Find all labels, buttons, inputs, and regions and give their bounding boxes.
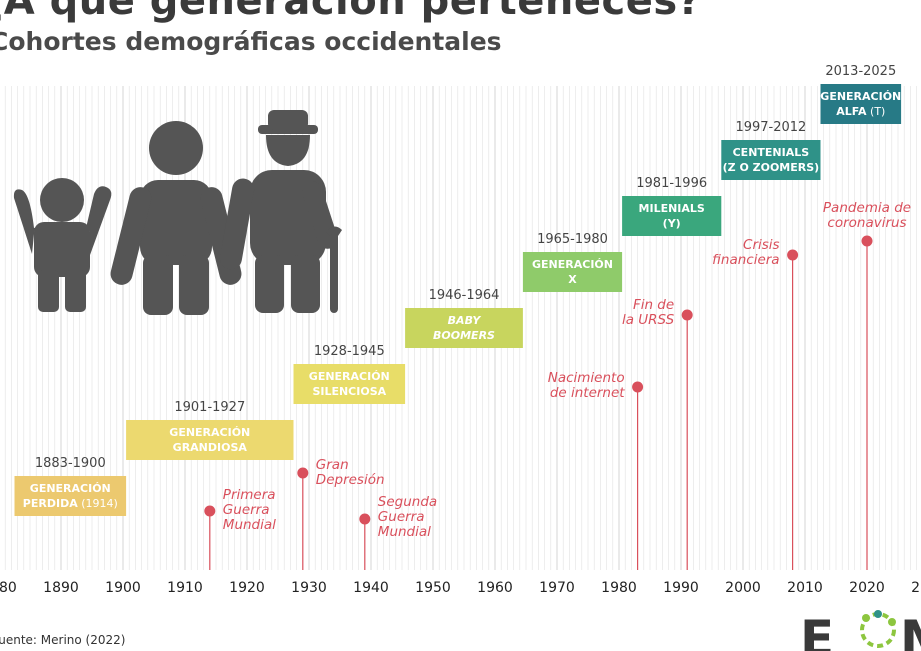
generation-name-label: (Y) (663, 217, 681, 230)
event-label: Crisis (743, 237, 780, 253)
logo-letter-e: E (800, 610, 834, 651)
event-dot (632, 381, 644, 393)
generation-box (522, 252, 623, 292)
x-tick-label: 2030 (911, 580, 921, 596)
generation-range-label: 1965-1980 (537, 232, 608, 247)
generation-box (14, 476, 127, 516)
x-tick-label: 1960 (477, 580, 513, 596)
generation-name-label: GENERACIÓN (309, 370, 390, 383)
event-dot (681, 309, 693, 321)
x-tick-label: 1890 (43, 580, 79, 596)
event-label: Depresión (316, 472, 385, 488)
elderly-man-icon (219, 110, 342, 313)
historical-events: PrimeraGuerraMundialGranDepresiónSegunda… (204, 200, 911, 570)
event-label: Nacimiento (548, 370, 625, 386)
generation-name-label: X (568, 273, 577, 286)
event-label: financiera (712, 252, 779, 268)
event-label: Guerra (223, 502, 270, 518)
generation-box (405, 308, 523, 348)
x-axis: 1880 1890 1900 1910 1920 1930 1940 1950 1960 1970… (0, 580, 921, 596)
event-label: Segunda (378, 494, 437, 510)
x-tick-label: 1900 (105, 580, 141, 596)
generation-name-label: SILENCIOSA (312, 385, 386, 398)
x-tick-label: 1990 (663, 580, 699, 596)
generation-box (293, 364, 406, 404)
generation-suffix: (T) (867, 105, 886, 118)
x-tick-label: 2000 (725, 580, 761, 596)
generation-name-label: ALFA (T) (836, 105, 885, 118)
generation-range-label: 1928-1945 (314, 344, 385, 359)
x-tick-label: 1880 (0, 580, 17, 596)
event-label: Primera (223, 487, 276, 503)
generation-box (126, 420, 294, 460)
page-title: ¿A qué generación perteneces? (0, 0, 702, 24)
generation-name-label: PERDIDA (1914) (23, 497, 118, 510)
event-label: Pandemia de (823, 200, 911, 216)
event-dot (204, 505, 216, 517)
x-tick-label: 1930 (291, 580, 327, 596)
page-subtitle: Cohortes demográficas occidentales (0, 27, 502, 56)
generation-name-label: MILENIALS (639, 202, 705, 215)
generation-name-label: GENERACIÓN (820, 90, 901, 103)
generation-box (622, 196, 722, 236)
generation-name-label: GENERACIÓN (532, 258, 613, 271)
x-tick-label: 1940 (353, 580, 389, 596)
event-label: coronavirus (827, 215, 906, 231)
generation-boxes: 1883-1900 GENERACIÓN PERDIDA (1914) 1901-19… (14, 64, 902, 516)
generation-range-label: 1946-1964 (429, 288, 500, 303)
adult-icon (110, 121, 242, 315)
generation-range-label: 2013-2025 (825, 64, 896, 79)
generation-name-label: CENTENIALS (733, 146, 810, 159)
x-tick-label: 1920 (229, 580, 265, 596)
generation-name-label: GENERACIÓN (169, 426, 250, 439)
generation-box (820, 84, 902, 124)
generation-range-label: 1981-1996 (636, 176, 707, 191)
event-dot (787, 249, 799, 261)
generation-box (721, 140, 821, 180)
x-tick-label: 1910 (167, 580, 203, 596)
generation-range-label: 1901-1927 (174, 400, 245, 415)
event-label: Mundial (223, 517, 276, 533)
event-label: Gran (316, 457, 349, 473)
event-label: Mundial (378, 524, 431, 540)
event-label: la URSS (622, 312, 675, 328)
generation-name-label: BABY (448, 314, 482, 327)
generation-range-label: 1997-2012 (735, 120, 806, 135)
logo-ring-icon (860, 610, 896, 648)
event-dot (861, 235, 873, 247)
x-tick-label: 1970 (539, 580, 575, 596)
x-tick-label: 2020 (849, 580, 885, 596)
generation-range-label: 1883-1900 (35, 456, 106, 471)
child-icon (13, 178, 112, 312)
event-label: Fin de (633, 297, 674, 313)
eom-logo: E M (800, 606, 921, 651)
x-tick-label: 2010 (787, 580, 823, 596)
x-tick-label: 1980 (601, 580, 637, 596)
generation-suffix: (1914) (78, 497, 118, 510)
event-dot (359, 513, 371, 525)
source-note: Fuente: Merino (2022) (0, 633, 126, 647)
x-tick-label: 1950 (415, 580, 451, 596)
logo-letter-m: M (900, 610, 921, 651)
event-dot (297, 467, 309, 479)
event-label: Guerra (378, 509, 425, 525)
event-label: de internet (550, 385, 625, 401)
generation-name-label: GRANDIOSA (173, 441, 248, 454)
generation-name-label: BOOMERS (433, 329, 495, 342)
generation-name-label: (Z O ZOOMERS) (723, 161, 820, 174)
people-icons (13, 110, 342, 315)
generation-name-label: GENERACIÓN (30, 482, 111, 495)
